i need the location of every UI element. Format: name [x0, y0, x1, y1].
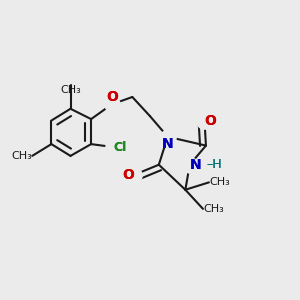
Text: CH₃: CH₃: [203, 204, 224, 214]
Text: O: O: [205, 114, 216, 128]
Text: Cl: Cl: [113, 141, 126, 154]
Text: O: O: [106, 90, 118, 104]
Text: –H: –H: [206, 158, 222, 171]
Text: CH₃: CH₃: [11, 151, 32, 161]
Text: O: O: [122, 168, 134, 182]
Text: O: O: [205, 114, 216, 128]
Text: O: O: [122, 168, 134, 182]
Text: Cl: Cl: [113, 141, 126, 154]
Text: N: N: [162, 137, 173, 151]
Text: CH₃: CH₃: [60, 85, 81, 95]
Text: O: O: [106, 90, 118, 104]
Text: N: N: [190, 158, 201, 172]
Text: –H: –H: [206, 158, 222, 171]
Text: N: N: [190, 158, 201, 172]
Text: N: N: [162, 137, 173, 151]
Text: CH₃: CH₃: [209, 177, 230, 188]
